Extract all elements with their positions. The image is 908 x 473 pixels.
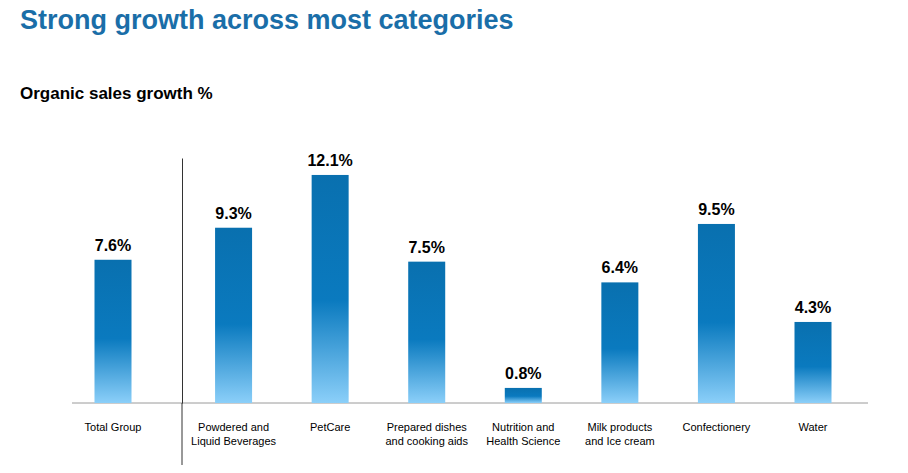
bar xyxy=(795,322,832,403)
data-label: 0.8% xyxy=(505,365,541,382)
bar xyxy=(505,388,542,403)
title: Strong growth across most categories xyxy=(20,5,514,35)
data-label: 7.5% xyxy=(408,239,444,256)
x-tick: Confectionery xyxy=(682,403,750,433)
y-axis-line xyxy=(182,159,183,404)
data-label: 4.3% xyxy=(795,299,831,316)
data-label: 9.3% xyxy=(215,205,251,222)
x-tick: Water xyxy=(799,403,828,433)
bar xyxy=(95,260,132,403)
bar xyxy=(215,228,252,403)
subtitle: Organic sales growth % xyxy=(20,84,213,103)
data-label: 7.6% xyxy=(95,237,131,254)
baseline xyxy=(72,403,868,404)
x-tick-label: Nutrition andHealth Science xyxy=(486,421,560,447)
x-axis: Total Group Powdered andLiquid Beverages P… xyxy=(85,403,828,447)
bar xyxy=(312,175,349,403)
data-label: 9.5% xyxy=(698,201,734,218)
x-tick-label: Confectionery xyxy=(682,421,750,433)
x-tick: PetCare xyxy=(310,403,350,433)
bar xyxy=(698,224,735,403)
x-tick-label: Milk productsand Ice cream xyxy=(585,421,655,447)
x-tick: Prepared dishesand cooking aids xyxy=(385,403,468,447)
x-tick: Nutrition andHealth Science xyxy=(486,403,560,447)
data-labels: 7.6% 9.3% 12.1% 7.5% 0.8% 6.4% 9.5% 4.3% xyxy=(95,152,831,382)
bar xyxy=(408,262,445,403)
data-label: 6.4% xyxy=(602,259,638,276)
bars xyxy=(95,175,832,403)
x-tick: Milk productsand Ice cream xyxy=(585,403,655,447)
x-tick-label: Prepared dishesand cooking aids xyxy=(385,421,468,447)
x-tick: Powdered andLiquid Beverages xyxy=(191,403,277,447)
data-label: 12.1% xyxy=(307,152,352,169)
separator xyxy=(182,403,183,465)
bar xyxy=(601,282,638,403)
x-tick-label: Water xyxy=(799,421,828,433)
x-tick-label: PetCare xyxy=(310,421,350,433)
x-tick: Total Group xyxy=(85,403,142,433)
x-tick-label: Powdered andLiquid Beverages xyxy=(191,421,277,447)
x-tick-label: Total Group xyxy=(85,421,142,433)
chart: Strong growth across most categories Orga… xyxy=(0,0,908,473)
y-axis xyxy=(182,159,183,404)
